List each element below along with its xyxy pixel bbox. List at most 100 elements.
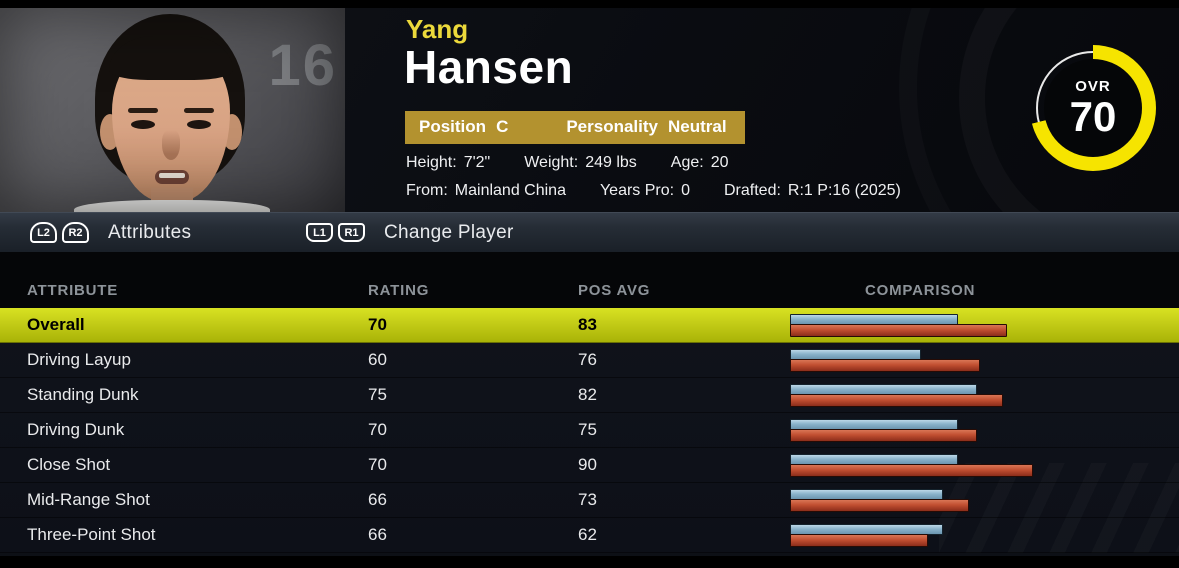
l2-trigger-icon[interactable]: L2 xyxy=(30,222,57,243)
player-face-art xyxy=(222,114,242,150)
bio-line-2: From: Mainland China Years Pro: 0 Drafted:… xyxy=(406,182,901,200)
pos-avg-bar xyxy=(790,428,977,442)
table-row[interactable]: Three-Point Shot 66 62 xyxy=(0,518,1179,553)
attributes-table-body: Overall 70 83 Driving Layup 60 76 Standing Dun… xyxy=(0,308,1179,553)
pos-avg-value: 73 xyxy=(578,490,597,509)
player-face-art xyxy=(95,14,245,184)
age-label: Age: xyxy=(670,154,704,171)
drafted-label: Drafted: xyxy=(724,182,781,199)
player-face-art xyxy=(162,130,180,160)
comparison-bars xyxy=(790,523,1070,547)
personality-label: Personality xyxy=(566,117,658,136)
pos-avg-value: 82 xyxy=(578,385,597,404)
player-face-art xyxy=(159,173,185,178)
from-label: From: xyxy=(406,182,448,199)
rating-value: 70 xyxy=(368,420,387,439)
rating-bar xyxy=(790,523,944,535)
player-face-art xyxy=(184,108,214,113)
pos-avg-bar xyxy=(790,323,1007,337)
table-row[interactable]: Driving Layup 60 76 xyxy=(0,343,1179,378)
l1-bumper-icon[interactable]: L1 xyxy=(306,223,333,242)
pos-avg-value: 62 xyxy=(578,525,597,544)
bio-line-1: Height: 7'2" Weight: 249 lbs Age: 20 xyxy=(406,154,729,172)
rating-value: 75 xyxy=(368,385,387,404)
column-header-pos-avg: POS AVG xyxy=(578,282,651,299)
player-face-art xyxy=(155,170,189,184)
player-header: 16 Yang Hansen Position C Personality Ne… xyxy=(0,8,1179,212)
attributes-control[interactable]: L2 R2 Attributes xyxy=(30,213,191,252)
rating-bar xyxy=(790,383,977,395)
table-row[interactable]: Close Shot 70 90 xyxy=(0,448,1179,483)
rating-bar xyxy=(790,418,958,430)
attribute-name: Close Shot xyxy=(27,455,111,474)
comparison-bars xyxy=(790,348,1070,372)
player-first-name: Yang xyxy=(406,14,469,44)
rating-bar xyxy=(790,313,958,325)
ovr-label: OVR xyxy=(1075,78,1111,95)
jersey-number: 16 xyxy=(268,33,337,98)
player-photo: 16 xyxy=(0,8,345,212)
ovr-badge: OVR 70 xyxy=(1030,45,1156,171)
change-player-label: Change Player xyxy=(384,221,514,243)
table-row[interactable]: Standing Dunk 75 82 xyxy=(0,378,1179,413)
rating-value: 70 xyxy=(368,315,387,334)
ovr-inner-circle: OVR 70 xyxy=(1044,59,1142,157)
weight-label: Weight: xyxy=(524,154,579,171)
attribute-name: Driving Layup xyxy=(27,350,131,369)
position-personality-badge: Position C Personality Neutral xyxy=(405,111,745,144)
table-row[interactable]: Driving Dunk 70 75 xyxy=(0,413,1179,448)
r2-trigger-icon[interactable]: R2 xyxy=(62,222,89,243)
ovr-value: 70 xyxy=(1069,93,1117,140)
table-row[interactable]: Overall 70 83 xyxy=(0,308,1179,343)
comparison-bars xyxy=(790,418,1070,442)
rating-bar xyxy=(790,453,958,465)
player-face-art xyxy=(128,108,158,113)
comparison-bars xyxy=(790,313,1070,337)
position-value: C xyxy=(496,117,509,136)
attribute-name: Mid-Range Shot xyxy=(27,490,150,509)
attribute-name: Overall xyxy=(27,315,85,334)
pos-avg-bar xyxy=(790,393,1003,407)
from-value: Mainland China xyxy=(454,182,566,199)
player-face-art xyxy=(109,36,233,80)
pos-avg-bar xyxy=(790,358,981,372)
rating-value: 60 xyxy=(368,350,387,369)
pos-avg-value: 90 xyxy=(578,455,597,474)
player-face-art xyxy=(151,188,193,212)
column-header-comparison: COMPARISON xyxy=(865,282,976,299)
pos-avg-value: 76 xyxy=(578,350,597,369)
table-header: ATTRIBUTE RATING POS AVG COMPARISON xyxy=(0,252,1179,308)
bottom-letterbox xyxy=(0,553,1179,568)
attribute-name: Driving Dunk xyxy=(27,420,125,439)
pos-avg-bar xyxy=(790,498,970,512)
change-player-control[interactable]: L1 R1 Change Player xyxy=(306,213,514,252)
player-face-art xyxy=(187,120,211,129)
height-label: Height: xyxy=(406,154,457,171)
rating-value: 70 xyxy=(368,455,387,474)
column-header-attribute: ATTRIBUTE xyxy=(27,282,119,299)
comparison-bars xyxy=(790,488,1070,512)
player-face-art xyxy=(131,120,155,129)
table-row[interactable]: Mid-Range Shot 66 73 xyxy=(0,483,1179,518)
player-face-art xyxy=(112,40,230,202)
player-face-art xyxy=(74,200,270,212)
pos-avg-bar xyxy=(790,463,1033,477)
comparison-bars xyxy=(790,453,1070,477)
height-value: 7'2" xyxy=(463,154,491,171)
pos-avg-value: 75 xyxy=(578,420,597,439)
rating-value: 66 xyxy=(368,525,387,544)
pos-avg-value: 83 xyxy=(578,315,597,334)
drafted-value: R:1 P:16 (2025) xyxy=(787,182,901,199)
control-bar: L2 R2 Attributes L1 R1 Change Player xyxy=(0,212,1179,252)
r1-bumper-icon[interactable]: R1 xyxy=(338,223,365,242)
years-pro-label: Years Pro: xyxy=(599,182,675,199)
position-label: Position xyxy=(419,117,487,136)
attribute-name: Standing Dunk xyxy=(27,385,139,404)
attribute-name: Three-Point Shot xyxy=(27,525,156,544)
comparison-bars xyxy=(790,383,1070,407)
attributes-label: Attributes xyxy=(108,221,192,243)
top-letterbox xyxy=(0,0,1179,8)
rating-value: 66 xyxy=(368,490,387,509)
weight-value: 249 lbs xyxy=(585,154,637,171)
